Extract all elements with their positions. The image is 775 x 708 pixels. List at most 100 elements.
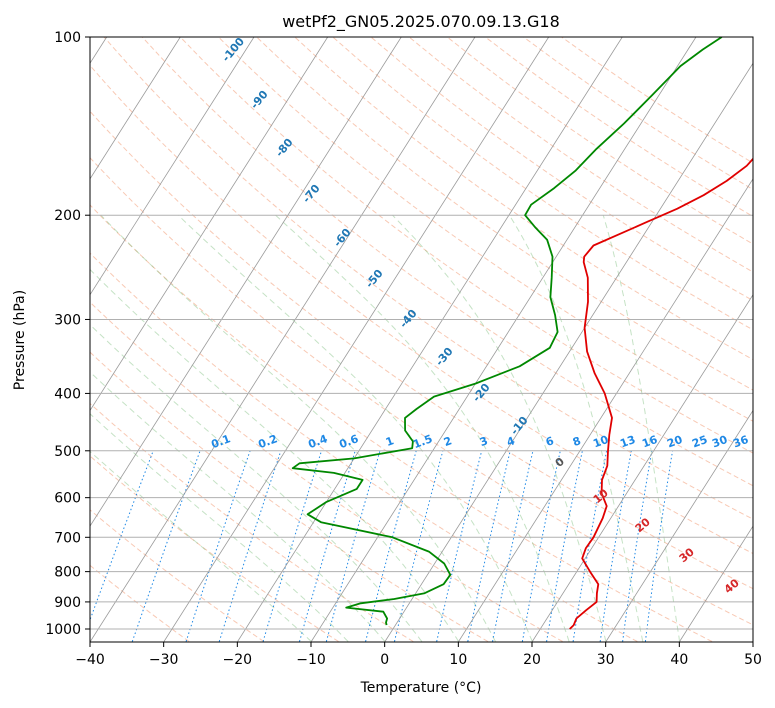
dry-adiabat [218, 37, 753, 422]
mixing-ratio-label: 10 [591, 433, 610, 451]
grid-lines [90, 37, 753, 642]
y-tick-label: 300 [54, 312, 81, 328]
isotherm [90, 37, 476, 642]
dry-adiabat [90, 402, 414, 642]
chart-title: wetPf2_GN05.2025.070.09.13.G18 [282, 12, 560, 32]
mixing-ratio-line [185, 450, 251, 642]
mixing-ratio-line [262, 450, 322, 642]
mixing-ratio-label: 0.4 [306, 432, 329, 451]
moist-adiabat [90, 268, 460, 642]
mixing-ratio-line [365, 450, 417, 642]
dry-adiabat [370, 37, 753, 302]
y-tick-label: 100 [54, 30, 81, 46]
isotherm [531, 293, 753, 642]
mixing-ratio-label: 13 [618, 433, 637, 450]
moist-adiabat-label: 0 [553, 455, 567, 470]
mixing-ratio-line [218, 450, 282, 642]
mixing-ratio-line [622, 450, 653, 642]
mixing-ratio-line [521, 450, 561, 642]
isotherm [90, 37, 402, 527]
mixing-ratio-label: 30 [710, 433, 729, 451]
mixing-ratio-label: 6 [544, 434, 556, 449]
dewpoint-profile-line [291, 37, 723, 626]
moist-adiabat [602, 215, 681, 642]
dry-adiabat [90, 64, 753, 555]
plot-frame [89, 36, 754, 643]
x-tick-label: 20 [523, 652, 541, 668]
moist-adiabat-label: 40 [722, 576, 742, 596]
dry-adiabat [561, 37, 753, 164]
dry-adiabat [90, 455, 339, 642]
dry-adiabat [294, 37, 753, 361]
y-axis: 100 200 300 400 500 600 700 800 900 1000 [45, 30, 90, 638]
isotherm-label: -40 [397, 307, 420, 331]
isotherm [163, 37, 550, 642]
moist-adiabat [90, 450, 312, 642]
dry-adiabat [90, 351, 489, 642]
isotherm-label: -70 [300, 182, 323, 206]
isotherm [90, 37, 181, 180]
moist-adiabat-label: 10 [591, 486, 611, 506]
x-tick-label: −10 [296, 652, 326, 668]
temperature-profile-line [569, 157, 753, 630]
dry-adiabat [256, 37, 753, 391]
y-tick-label: 200 [54, 208, 81, 224]
background-lines [90, 37, 753, 642]
moist-adiabat-label: 20 [633, 515, 653, 535]
mixing-ratio-line [90, 450, 154, 622]
mixing-ratio-label: 25 [690, 433, 709, 450]
x-tick-label: 0 [380, 652, 389, 668]
moist-adiabat [90, 323, 423, 642]
moist-adiabat [100, 214, 496, 642]
x-axis: −40 −30 −20 −10 0 10 20 30 40 50 [75, 642, 762, 668]
mixing-ratio-line [436, 450, 483, 642]
moist-adiabat [508, 214, 644, 642]
moist-adiabat [275, 214, 570, 642]
x-axis-label: Temperature (°C) [360, 680, 482, 696]
dry-adiabat [484, 37, 753, 218]
y-tick-label: 500 [54, 444, 81, 460]
moist-adiabat [90, 371, 386, 642]
mixing-ratio-label: 0.2 [256, 432, 279, 451]
y-tick-label: 700 [54, 530, 81, 546]
isotherm [384, 62, 753, 642]
x-tick-label: −30 [149, 652, 179, 668]
x-tick-label: 40 [670, 652, 688, 668]
dry-adiabat [90, 301, 563, 642]
mixing-ratio-label: 16 [640, 433, 659, 451]
mixing-ratio-label: 3 [478, 434, 490, 449]
mixing-ratio-label: 4 [505, 434, 517, 449]
mixing-ratio-line [644, 450, 674, 642]
x-tick-label: −20 [223, 652, 253, 668]
mixing-ratio-line [599, 450, 632, 642]
dry-adiabat [90, 204, 713, 642]
mixing-ratio-label: 20 [665, 433, 684, 451]
mixing-ratio-label: 0.1 [209, 432, 232, 451]
isotherm-label: -100 [219, 35, 247, 65]
y-tick-label: 600 [54, 491, 81, 507]
isotherm [90, 37, 255, 296]
isotherm-label: -80 [273, 136, 296, 160]
dry-adiabat [408, 37, 753, 273]
dry-adiabat [90, 252, 638, 642]
moist-adiabat [90, 413, 349, 642]
isotherm [458, 178, 753, 642]
isotherm [752, 641, 753, 642]
mixing-ratio-label: 8 [571, 434, 583, 449]
y-tick-label: 1000 [45, 622, 81, 638]
isotherm [310, 37, 697, 642]
dry-adiabat [90, 509, 265, 642]
dry-adiabat [103, 37, 753, 520]
isotherm [605, 409, 753, 642]
isotherm [90, 37, 329, 412]
isotherm-label: -50 [363, 267, 386, 291]
isotherm-label: -30 [433, 345, 456, 369]
y-axis-label: Pressure (hPa) [12, 290, 28, 390]
mixing-ratio-line [299, 450, 356, 642]
moist-adiabat [177, 214, 533, 642]
mixing-ratio-label: 1 [384, 434, 396, 449]
mixing-ratio-label: 2 [442, 434, 454, 449]
mixing-ratio-label: 1.5 [411, 432, 434, 451]
y-tick-label: 900 [54, 595, 81, 611]
